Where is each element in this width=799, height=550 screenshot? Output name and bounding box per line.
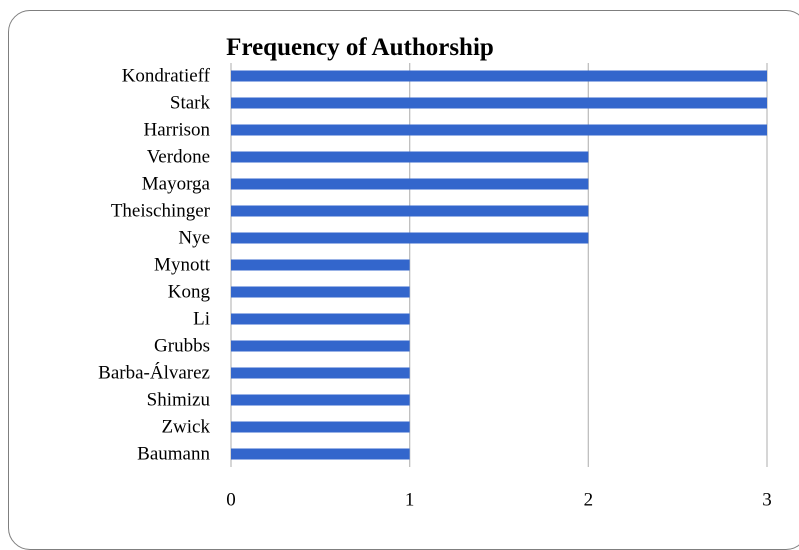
- category-label: Kong: [168, 282, 211, 303]
- category-label: Kondratieff: [122, 66, 211, 87]
- category-label: Mynott: [154, 255, 211, 276]
- bar-mayorga: [231, 178, 589, 190]
- category-label: Li: [193, 309, 210, 330]
- bar-kong: [231, 286, 410, 298]
- category-label: Harrison: [144, 120, 211, 141]
- x-tick-label: 2: [584, 490, 594, 511]
- category-label: Baumann: [137, 444, 210, 465]
- category-label: Mayorga: [142, 174, 211, 195]
- bar-mynott: [231, 259, 410, 271]
- category-label: Theischinger: [111, 201, 211, 222]
- bar-theischinger: [231, 205, 589, 217]
- category-label: Grubbs: [154, 336, 210, 357]
- bar-shimizu: [231, 394, 410, 406]
- chart-title: Frequency of Authorship: [226, 34, 494, 61]
- bar-harrison: [231, 124, 767, 136]
- bar-nye: [231, 232, 589, 244]
- x-tick-label: 0: [226, 490, 236, 511]
- bar-verdone: [231, 151, 589, 163]
- bar-kondratieff: [231, 70, 767, 82]
- category-label: Zwick: [161, 417, 210, 438]
- bar-baumann: [231, 448, 410, 460]
- category-label: Shimizu: [147, 390, 211, 411]
- category-label: Nye: [178, 228, 210, 249]
- bar-li: [231, 313, 410, 325]
- x-tick-label: 3: [762, 490, 772, 511]
- bar-barba-lvarez: [231, 367, 410, 379]
- category-label: Barba-Álvarez: [98, 362, 210, 384]
- bar-grubbs: [231, 340, 410, 352]
- bar-zwick: [231, 421, 410, 433]
- x-tick-label: 1: [405, 490, 415, 511]
- category-label: Verdone: [147, 147, 210, 168]
- bar-stark: [231, 97, 767, 109]
- bar-chart: Kondratieff Stark Harrison Verdone Mayorga Th…: [98, 63, 772, 511]
- category-label: Stark: [170, 93, 211, 114]
